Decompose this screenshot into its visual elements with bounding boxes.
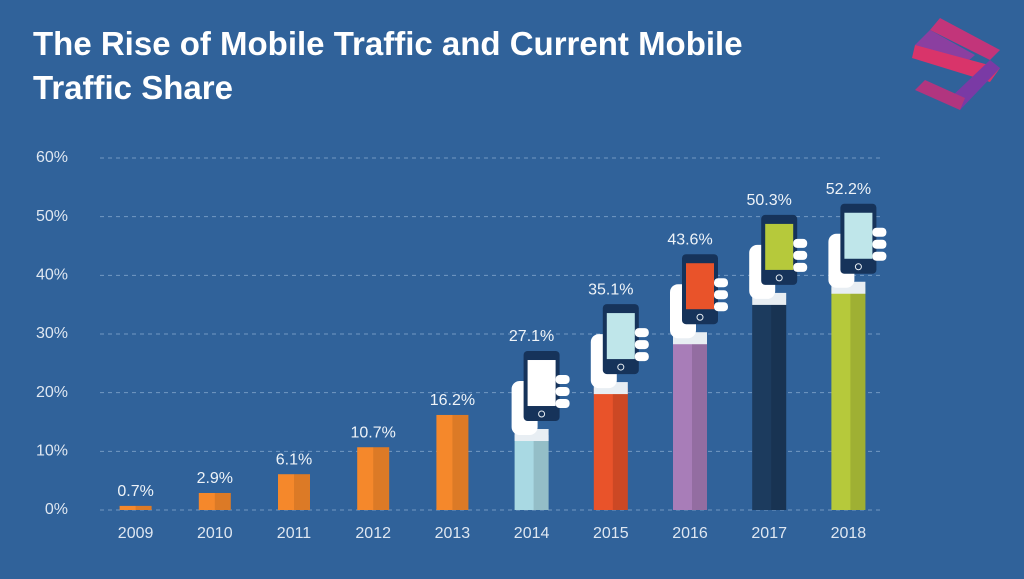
bar bbox=[511, 351, 570, 510]
bar bbox=[357, 447, 390, 510]
bar bbox=[436, 414, 469, 510]
finger bbox=[555, 399, 570, 409]
logo bbox=[912, 18, 1000, 110]
bar-shade bbox=[135, 505, 152, 510]
arm bbox=[514, 435, 549, 510]
arm-shade bbox=[850, 287, 866, 510]
bar bbox=[119, 505, 152, 510]
arm bbox=[831, 287, 866, 510]
y-tick-label: 20% bbox=[36, 384, 68, 401]
bar-body bbox=[436, 414, 469, 510]
value-label: 10.7% bbox=[351, 424, 396, 441]
finger bbox=[634, 352, 649, 362]
x-tick-label: 2010 bbox=[197, 525, 233, 542]
finger bbox=[793, 238, 808, 248]
value-label: 27.1% bbox=[509, 328, 554, 345]
bar bbox=[749, 214, 808, 510]
finger bbox=[634, 328, 649, 338]
value-label: 6.1% bbox=[276, 451, 312, 468]
phone-screen bbox=[686, 263, 714, 310]
x-tick-label: 2012 bbox=[355, 525, 391, 542]
finger bbox=[793, 250, 808, 260]
value-label: 50.3% bbox=[747, 192, 792, 209]
y-tick-label: 30% bbox=[36, 325, 68, 342]
phone-button bbox=[538, 410, 546, 418]
finger bbox=[872, 251, 887, 261]
phone-button bbox=[696, 313, 704, 321]
bar-body bbox=[278, 474, 310, 510]
value-label: 52.2% bbox=[826, 181, 871, 198]
y-tick-label: 50% bbox=[36, 208, 68, 225]
bar-body bbox=[198, 492, 231, 510]
value-label: 16.2% bbox=[430, 392, 475, 409]
finger bbox=[872, 239, 887, 249]
finger bbox=[793, 262, 808, 272]
finger bbox=[555, 375, 570, 385]
x-tick-label: 2013 bbox=[435, 525, 471, 542]
x-tick-label: 2017 bbox=[751, 525, 787, 542]
bar-body bbox=[119, 505, 152, 510]
finger bbox=[555, 387, 570, 397]
bar bbox=[828, 203, 887, 510]
bar-shade bbox=[373, 447, 390, 510]
x-tick-label: 2009 bbox=[118, 525, 154, 542]
value-label: 0.7% bbox=[117, 483, 153, 500]
arm-shade bbox=[692, 338, 707, 510]
value-label: 35.1% bbox=[588, 281, 633, 298]
bar bbox=[670, 254, 728, 510]
bar bbox=[590, 304, 649, 510]
arm bbox=[673, 338, 707, 510]
finger bbox=[714, 278, 728, 288]
bar bbox=[278, 474, 310, 510]
arm-shade bbox=[533, 435, 549, 510]
x-tick-label: 2016 bbox=[672, 525, 708, 542]
arm bbox=[752, 298, 787, 510]
phone-screen bbox=[844, 212, 873, 259]
finger bbox=[872, 227, 887, 237]
bar-shade bbox=[214, 492, 231, 510]
arm-shade bbox=[612, 388, 628, 510]
arm-shade bbox=[771, 298, 787, 510]
phone-screen bbox=[606, 313, 635, 360]
arm bbox=[593, 388, 628, 510]
phone-button bbox=[617, 363, 625, 371]
y-tick-label: 40% bbox=[36, 267, 68, 284]
bar bbox=[198, 492, 231, 510]
finger bbox=[714, 290, 728, 300]
y-tick-label: 60% bbox=[36, 149, 68, 166]
x-tick-label: 2018 bbox=[831, 525, 867, 542]
bar-shade bbox=[294, 474, 310, 510]
x-tick-label: 2011 bbox=[277, 525, 312, 542]
phone-screen bbox=[527, 360, 556, 407]
value-label: 2.9% bbox=[197, 470, 233, 487]
value-label: 43.6% bbox=[667, 231, 712, 248]
y-tick-label: 10% bbox=[36, 443, 68, 460]
phone-screen bbox=[765, 223, 794, 270]
x-tick-label: 2014 bbox=[514, 525, 550, 542]
finger bbox=[714, 302, 728, 312]
x-tick-label: 2015 bbox=[593, 525, 629, 542]
y-tick-label: 0% bbox=[45, 501, 68, 518]
bar-shade bbox=[452, 414, 469, 510]
phone-button bbox=[775, 274, 783, 282]
phone-button bbox=[854, 263, 862, 271]
finger bbox=[634, 340, 649, 350]
bar-body bbox=[357, 447, 390, 510]
chart-title: The Rise of Mobile Traffic and Current M… bbox=[33, 25, 743, 106]
